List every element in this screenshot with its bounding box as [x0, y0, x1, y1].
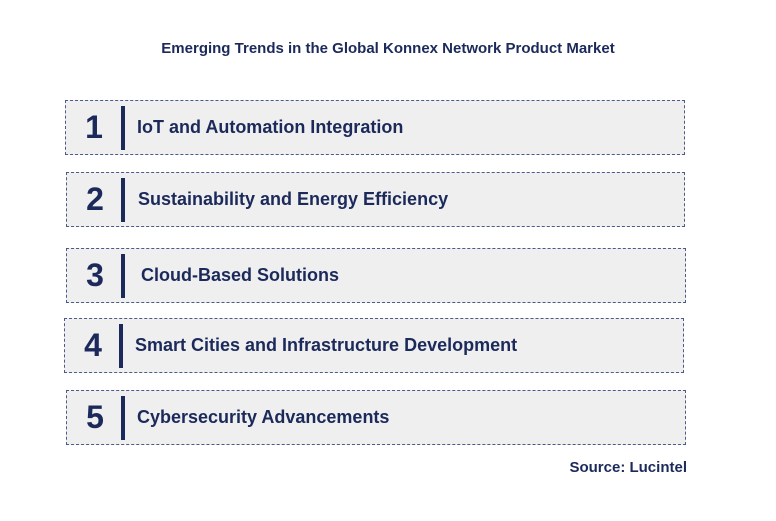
trend-number: 5	[86, 399, 104, 435]
trend-item-5: 5 Cybersecurity Advancements	[66, 390, 686, 445]
trend-label: Cloud-Based Solutions	[141, 265, 339, 285]
chart-title: Emerging Trends in the Global Konnex Net…	[161, 40, 615, 57]
trend-label: Smart Cities and Infrastructure Developm…	[135, 335, 518, 355]
trend-divider	[119, 324, 123, 368]
trend-item-2: 2 Sustainability and Energy Efficiency	[66, 172, 685, 227]
trend-label: Cybersecurity Advancements	[137, 407, 390, 427]
trend-divider	[121, 396, 125, 440]
source-note: Source: Lucintel	[569, 459, 687, 476]
trend-item-3: 3 Cloud-Based Solutions	[66, 248, 686, 303]
trend-divider	[121, 254, 125, 298]
trend-label: IoT and Automation Integration	[137, 117, 404, 137]
trend-number: 3	[86, 257, 104, 293]
trend-number: 2	[86, 181, 104, 217]
trend-divider	[121, 106, 125, 150]
trend-item-1: 1 IoT and Automation Integration	[65, 100, 685, 155]
trend-number: 1	[85, 109, 103, 145]
trend-label: Sustainability and Energy Efficiency	[138, 189, 449, 209]
trend-item-4: 4 Smart Cities and Infrastructure Develo…	[64, 318, 684, 373]
trend-number: 4	[84, 327, 102, 363]
trend-divider	[121, 178, 125, 222]
